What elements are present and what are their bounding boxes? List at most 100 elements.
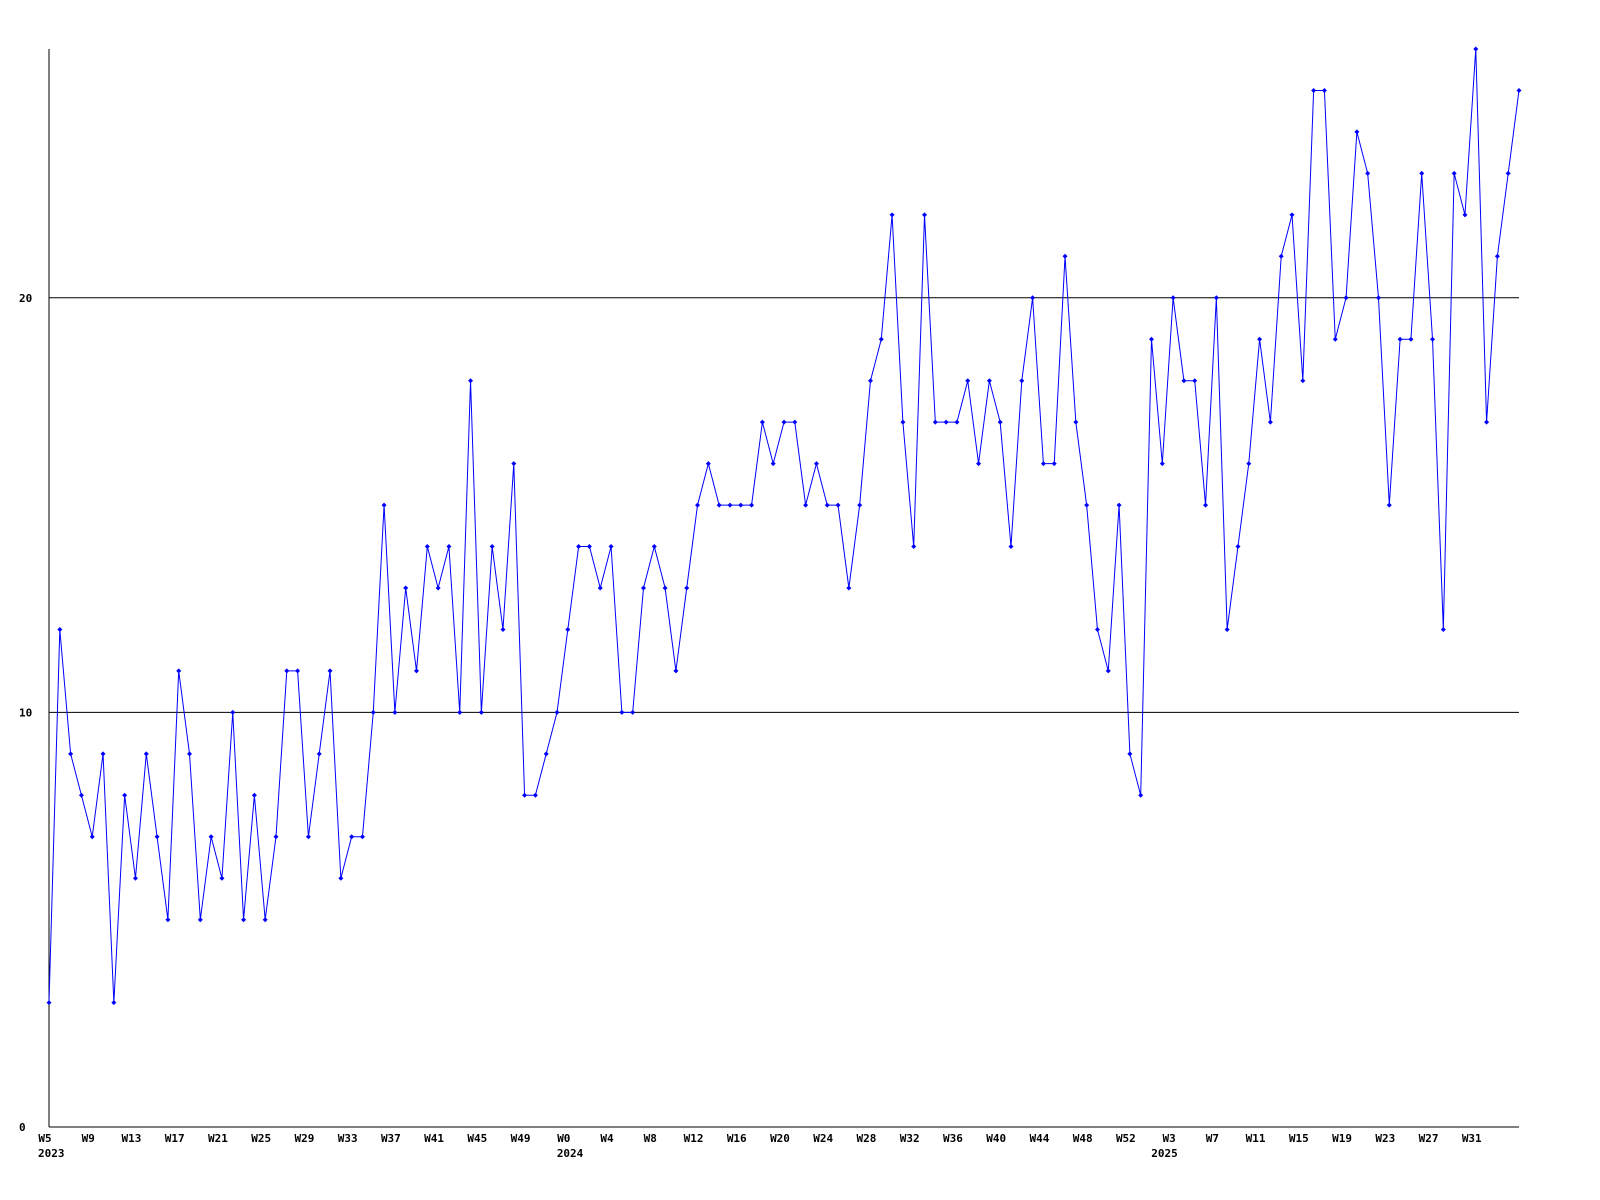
marker [1051, 461, 1057, 467]
x-tick-label: W9 [82, 1132, 95, 1145]
marker [1181, 378, 1187, 384]
marker [727, 502, 733, 508]
marker [1354, 129, 1360, 135]
marker [435, 585, 441, 591]
marker [143, 751, 149, 757]
marker [1257, 336, 1263, 342]
marker [251, 792, 257, 798]
marker [208, 834, 214, 840]
x-tick-label: W16 [727, 1132, 747, 1145]
marker [46, 1000, 52, 1006]
marker [878, 336, 884, 342]
marker [262, 917, 268, 923]
marker [835, 502, 841, 508]
marker [478, 709, 484, 715]
marker [846, 585, 852, 591]
marker [738, 502, 744, 508]
marker [781, 419, 787, 425]
marker [89, 834, 95, 840]
marker [532, 792, 538, 798]
marker [489, 544, 495, 550]
marker [1213, 295, 1219, 301]
marker [468, 378, 474, 384]
marker [922, 212, 928, 218]
marker [1116, 502, 1122, 508]
x-tick-label: W48 [1073, 1132, 1093, 1145]
marker [640, 585, 646, 591]
marker [1494, 253, 1500, 259]
x-group-label: 2023 [38, 1147, 65, 1160]
marker [1343, 295, 1349, 301]
marker [197, 917, 203, 923]
x-tick-label: W23 [1375, 1132, 1395, 1145]
marker [370, 709, 376, 715]
marker [1062, 253, 1068, 259]
x-tick-label: W32 [900, 1132, 920, 1145]
marker [684, 585, 690, 591]
marker [349, 834, 355, 840]
marker [522, 792, 528, 798]
marker [305, 834, 311, 840]
marker [511, 461, 517, 467]
marker [565, 626, 571, 632]
marker [1462, 212, 1468, 218]
x-tick-label: W33 [338, 1132, 358, 1145]
marker [954, 419, 960, 425]
marker [889, 212, 895, 218]
marker [1386, 502, 1392, 508]
marker [1332, 336, 1338, 342]
marker [619, 709, 625, 715]
marker [986, 378, 992, 384]
marker [1397, 336, 1403, 342]
marker [586, 544, 592, 550]
marker [576, 544, 582, 550]
marker [1224, 626, 1230, 632]
marker [759, 419, 765, 425]
marker [1375, 295, 1381, 301]
line [48, 48, 1520, 1003]
marker [824, 502, 830, 508]
marker [1419, 170, 1425, 176]
marker [943, 419, 949, 425]
y-tick-label: 10 [19, 706, 32, 719]
marker [381, 502, 387, 508]
marker [100, 751, 106, 757]
x-tick-label: W29 [294, 1132, 314, 1145]
x-tick-label: W11 [1246, 1132, 1266, 1145]
marker [78, 792, 84, 798]
marker [770, 461, 776, 467]
marker [857, 502, 863, 508]
marker [359, 834, 365, 840]
marker [327, 668, 333, 674]
x-tick-label: W24 [813, 1132, 833, 1145]
marker [813, 461, 819, 467]
marker [662, 585, 668, 591]
x-tick-label: W19 [1332, 1132, 1352, 1145]
x-tick-label: W40 [986, 1132, 1006, 1145]
x-tick-label: W3 [1162, 1132, 1175, 1145]
marker [554, 709, 560, 715]
marker [695, 502, 701, 508]
marker [1094, 626, 1100, 632]
marker [403, 585, 409, 591]
x-tick-label: W49 [511, 1132, 531, 1145]
marker [1008, 544, 1014, 550]
marker [608, 544, 614, 550]
x-tick-label: W4 [600, 1132, 614, 1145]
marker [1159, 461, 1165, 467]
x-tick-label: W12 [684, 1132, 704, 1145]
x-tick-label: W25 [251, 1132, 271, 1145]
marker [803, 502, 809, 508]
marker [457, 709, 463, 715]
y-tick-label: 20 [19, 292, 32, 305]
x-tick-label: W36 [943, 1132, 963, 1145]
marker [154, 834, 160, 840]
marker [132, 875, 138, 881]
marker [414, 668, 419, 674]
marker [1019, 378, 1025, 384]
marker [543, 751, 549, 757]
marker [273, 834, 279, 840]
marker [1149, 336, 1154, 342]
